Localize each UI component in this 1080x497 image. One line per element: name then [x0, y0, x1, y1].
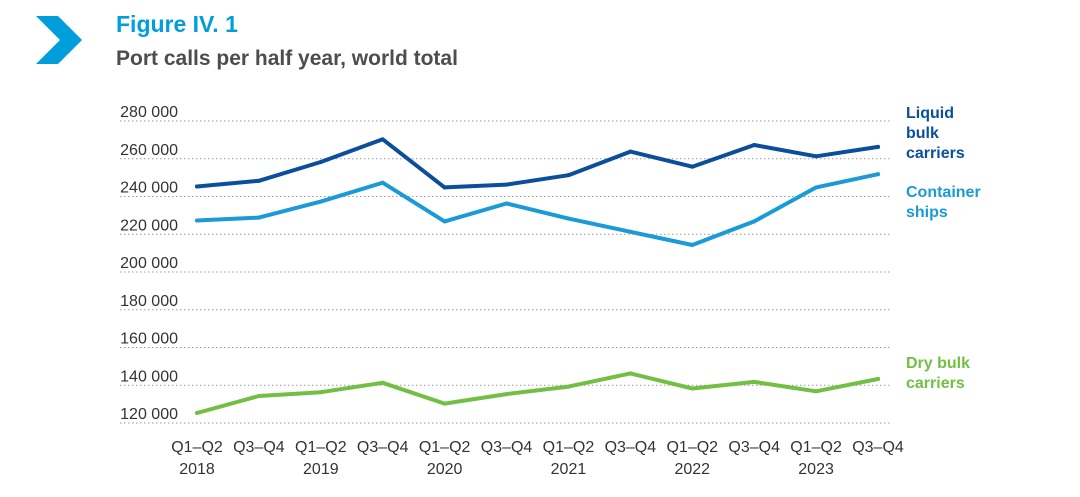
data-point: [876, 172, 880, 177]
x-tick-year: 2023: [798, 461, 834, 478]
series-label: Liquid: [906, 105, 954, 122]
x-tick-year: 2020: [427, 461, 463, 478]
x-tick-label: Q3–Q4: [357, 439, 409, 456]
data-point: [814, 185, 819, 190]
data-point: [380, 180, 385, 185]
data-point: [442, 401, 447, 406]
data-point: [814, 154, 819, 159]
series-line: [195, 172, 880, 247]
data-point: [442, 219, 447, 224]
series-label: carriers: [906, 145, 965, 162]
data-point: [256, 394, 261, 399]
series-label: Dry bulk: [906, 355, 970, 372]
data-point: [876, 144, 880, 149]
series-label: carriers: [906, 375, 965, 392]
data-point: [752, 142, 757, 147]
figure-number: Figure IV. 1: [116, 11, 238, 37]
y-tick-label: 240 000: [120, 180, 178, 197]
data-point: [380, 380, 385, 385]
data-point: [442, 185, 447, 190]
chart-title: Port calls per half year, world total: [116, 47, 458, 70]
data-point: [690, 243, 695, 248]
data-point: [566, 216, 571, 221]
data-point: [566, 173, 571, 178]
y-tick-label: 160 000: [120, 331, 178, 348]
x-tick-label: Q1–Q2: [171, 439, 223, 456]
x-tick-label: Q1–Q2: [295, 439, 347, 456]
data-point: [876, 377, 880, 382]
data-point: [504, 201, 509, 206]
y-tick-label: 180 000: [120, 293, 178, 310]
y-tick-label: 260 000: [120, 142, 178, 159]
data-point: [318, 199, 323, 204]
x-tick-label: Q1–Q2: [419, 439, 471, 456]
series-label: Container: [906, 184, 981, 201]
data-point: [628, 229, 633, 234]
x-tick-label: Q1–Q2: [790, 439, 842, 456]
data-point: [504, 392, 509, 397]
y-tick-label: 220 000: [120, 217, 178, 234]
series-label: ships: [906, 204, 948, 221]
data-point: [380, 137, 385, 142]
data-point: [318, 390, 323, 395]
data-point: [318, 159, 323, 164]
data-point: [628, 149, 633, 154]
data-point: [195, 184, 199, 189]
data-point: [628, 371, 633, 376]
data-point: [690, 386, 695, 391]
x-tick-year: 2018: [179, 461, 215, 478]
x-tick-label: Q3–Q4: [233, 439, 285, 456]
chevron-icon: [36, 16, 82, 64]
y-tick-label: 280 000: [120, 104, 178, 121]
x-tick-year: 2021: [551, 461, 587, 478]
x-tick-label: Q3–Q4: [852, 439, 904, 456]
series-lines: [195, 137, 880, 415]
x-tick-label: Q3–Q4: [481, 439, 533, 456]
x-tick-label: Q1–Q2: [666, 439, 718, 456]
gridlines: [120, 120, 892, 424]
y-tick-label: 140 000: [120, 368, 178, 385]
x-tick-label: Q3–Q4: [605, 439, 657, 456]
data-point: [566, 384, 571, 389]
data-point: [256, 215, 261, 220]
series-label: bulk: [906, 125, 939, 142]
data-point: [256, 178, 261, 183]
series-line: [195, 137, 880, 190]
data-point: [752, 219, 757, 224]
series-line: [195, 371, 880, 415]
x-tick-label: Q1–Q2: [543, 439, 595, 456]
data-point: [690, 164, 695, 169]
y-tick-label: 120 000: [120, 406, 178, 423]
series-labels: Liquid bulk carriers Container ships Dry bulk…: [906, 105, 981, 392]
data-point: [752, 379, 757, 384]
x-tick-year: 2022: [674, 461, 710, 478]
x-tick-label: Q3–Q4: [728, 439, 780, 456]
y-tick-label: 200 000: [120, 255, 178, 272]
x-axis-ticks: Q1–Q2 2018 Q3–Q4 Q1–Q2 2019 Q3–Q4 Q1–Q2 2020 Q3–…: [171, 439, 904, 478]
data-point: [814, 389, 819, 394]
data-point: [504, 182, 509, 187]
data-point: [195, 411, 199, 415]
y-axis-ticks: 120 000 140 000 160 000 180 000 200 000 220 0…: [120, 104, 178, 423]
data-point: [195, 218, 199, 223]
x-tick-year: 2019: [303, 461, 339, 478]
